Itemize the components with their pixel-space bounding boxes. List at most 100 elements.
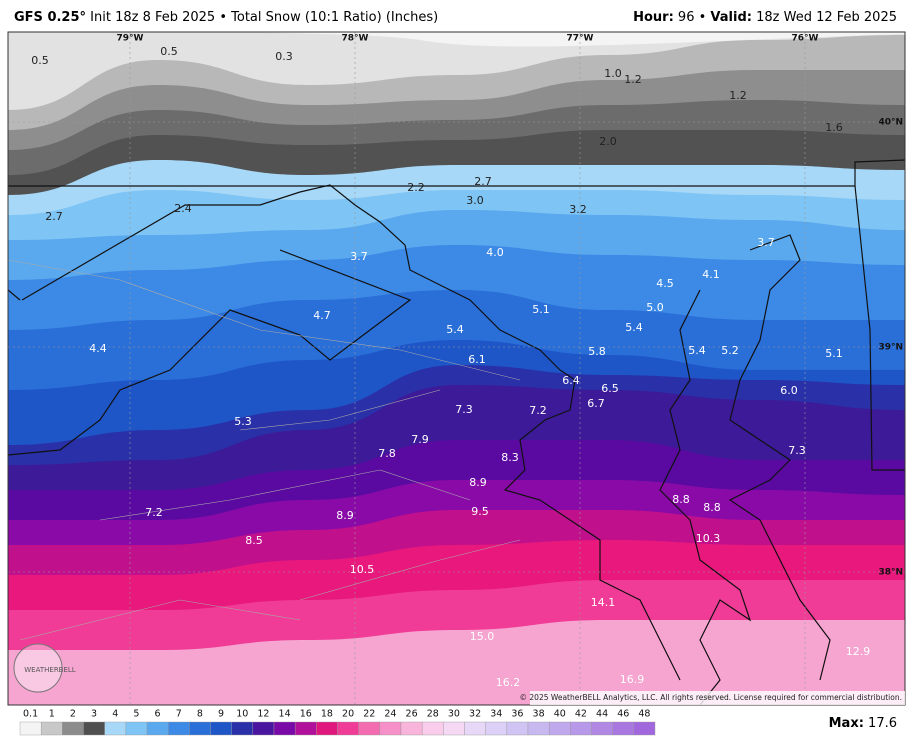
colorbar-swatch — [231, 721, 254, 736]
max-label: Max: — [829, 716, 864, 731]
colorbar-label: 30 — [448, 709, 460, 720]
map-value: 0.5 — [31, 54, 49, 67]
state-border — [8, 249, 412, 456]
map-value: 16.2 — [496, 676, 521, 689]
colorbar-label: 9 — [218, 709, 224, 720]
description: Init 18z 8 Feb 2025 • Total Snow (10:1 R… — [90, 10, 438, 25]
colorbar-swatch — [210, 721, 232, 736]
band — [8, 32, 905, 110]
colorbar-swatch — [273, 721, 296, 736]
colorbar-label: 42 — [575, 709, 587, 720]
colorbar-label: 22 — [363, 709, 375, 720]
latitude-label: 38°N — [878, 568, 903, 578]
map-value: 6.5 — [601, 382, 619, 395]
colorbar-swatch — [379, 721, 402, 736]
colorbar-swatch — [400, 721, 423, 736]
map-value: 7.9 — [411, 433, 429, 446]
map-value: 2.4 — [174, 202, 192, 215]
colorbar-swatch — [189, 721, 211, 736]
valid-label: Valid: — [710, 10, 752, 25]
colorbar-label: 18 — [321, 709, 333, 720]
separator: • — [699, 10, 707, 25]
state-border — [854, 185, 905, 471]
colorbar-label: 0.1 — [23, 709, 38, 720]
colorbar: 0.1 1 2 3 4 5 6 7 8 9 10 12 14 16 18 20 22 24 26 28 30 32 34 36… — [19, 709, 656, 736]
colorbar-swatch — [527, 721, 550, 736]
map-value: 9.5 — [471, 505, 489, 518]
colorbar-swatch — [464, 721, 486, 736]
map-value: 15.0 — [470, 630, 495, 643]
colorbar-swatch — [316, 721, 338, 736]
colorbar-label: 24 — [384, 709, 396, 720]
colorbar-label: 6 — [155, 709, 161, 720]
colorbar-swatch — [548, 721, 571, 736]
map-value: 4.1 — [702, 268, 720, 281]
colorbar-swatch — [612, 721, 635, 736]
colorbar-label: 28 — [427, 709, 439, 720]
map-value: 2.2 — [407, 181, 425, 194]
colorbar-label: 40 — [554, 709, 566, 720]
colorbar-label: 2 — [70, 709, 76, 720]
colorbar-swatch — [591, 721, 613, 736]
map-value: 4.0 — [486, 246, 504, 259]
map-value: 2.7 — [45, 210, 63, 223]
model: GFS 0.25° — [14, 10, 86, 25]
longitude-label: 77°W — [567, 34, 594, 44]
latitude-label: 40°N — [878, 118, 903, 128]
valid: 18z Wed 12 Feb 2025 — [756, 10, 897, 25]
hour-label: Hour: — [633, 10, 674, 25]
map-value: 1.0 — [604, 67, 622, 80]
colorbar-label: 5 — [133, 709, 139, 720]
map-value: 5.4 — [446, 323, 464, 336]
colorbar-swatch — [294, 721, 317, 736]
map-value: 8.8 — [703, 501, 721, 514]
map-value: 8.5 — [245, 534, 263, 547]
map-value: 5.0 — [646, 301, 664, 314]
map-value: 7.2 — [145, 506, 163, 519]
header-left: GFS 0.25° Init 18z 8 Feb 2025 • Total Sn… — [14, 10, 438, 25]
colorbar-label: 32 — [469, 709, 481, 720]
map-value: 6.7 — [587, 397, 605, 410]
colorbar-swatch — [104, 721, 127, 736]
map-value: 12.9 — [846, 645, 871, 658]
colorbar-swatch — [167, 721, 190, 736]
colorbar-label: 36 — [511, 709, 523, 720]
map-value: 14.1 — [591, 596, 616, 609]
map-value: 5.8 — [588, 345, 606, 358]
header-right: Hour: 96 • Valid: 18z Wed 12 Feb 2025 — [633, 10, 897, 25]
state-border — [8, 159, 905, 187]
colorbar-label: 7 — [176, 709, 182, 720]
band — [8, 32, 905, 47]
colorbar-label: 26 — [406, 709, 418, 720]
map-value: 10.3 — [696, 532, 721, 545]
graticule — [8, 32, 905, 705]
map-value: 5.3 — [234, 415, 252, 428]
map-value: 4.4 — [89, 342, 107, 355]
map-value: 7.2 — [529, 404, 547, 417]
copyright: © 2025 WeatherBELL Analytics, LLC. All r… — [520, 693, 902, 702]
max-value: 17.6 — [868, 716, 897, 731]
map-value: 1.6 — [825, 121, 843, 134]
colorbar-label: 1 — [49, 709, 55, 720]
map-labels: 0.50.5 0.31.0 1.21.21.62.02.2 2.72.72.43.03… — [31, 34, 903, 690]
map-value: 3.7 — [350, 250, 368, 263]
hour: 96 — [678, 10, 695, 25]
map-value: 0.3 — [275, 50, 293, 63]
map-value: 10.5 — [350, 563, 375, 576]
colorbar-swatch — [252, 721, 275, 736]
colorbar-label: 12 — [257, 709, 269, 720]
map-value: 1.2 — [729, 89, 747, 102]
map-value: 8.3 — [501, 451, 519, 464]
colorbar-swatch — [506, 721, 529, 736]
colorbar-swatch — [443, 721, 465, 736]
colorbar-swatch — [40, 721, 63, 736]
colorbar-swatch — [485, 721, 508, 736]
colorbar-swatch — [421, 721, 444, 736]
map-value: 7.3 — [455, 403, 473, 416]
shoreline — [503, 369, 681, 681]
shoreline — [659, 289, 752, 705]
colorbar-label: 48 — [638, 709, 650, 720]
map-value: 2.7 — [474, 175, 492, 188]
colorbar-label: 14 — [279, 709, 291, 720]
